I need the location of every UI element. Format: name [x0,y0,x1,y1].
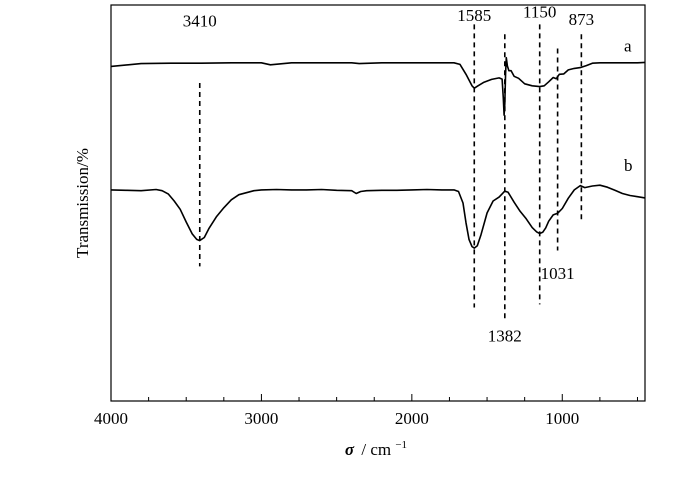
peak-label: 1382 [488,327,522,346]
x-axis-unit: / cm [361,440,391,459]
peak-label: 3410 [183,11,217,30]
series-line-a [110,56,646,116]
peak-label: 1585 [457,6,491,25]
x-tick-label: 1000 [545,409,579,428]
peak-label: 1150 [523,3,556,22]
x-axis-unit-exponent: −1 [395,439,407,451]
series-line-b [110,184,646,249]
x-axis-label: σ / cm −1 [345,439,407,459]
y-axis-label: Transmission/% [73,148,92,258]
series-label-b: b [624,156,633,175]
peak-label: 1031 [541,264,575,283]
x-tick-label: 3000 [244,409,278,428]
x-tick-label: 2000 [395,409,429,428]
x-tick-label: 4000 [94,409,128,428]
x-axis-symbol: σ [345,440,355,459]
peak-label: 873 [569,10,595,29]
plot-frame [110,4,646,402]
series-label-a: a [624,36,632,55]
